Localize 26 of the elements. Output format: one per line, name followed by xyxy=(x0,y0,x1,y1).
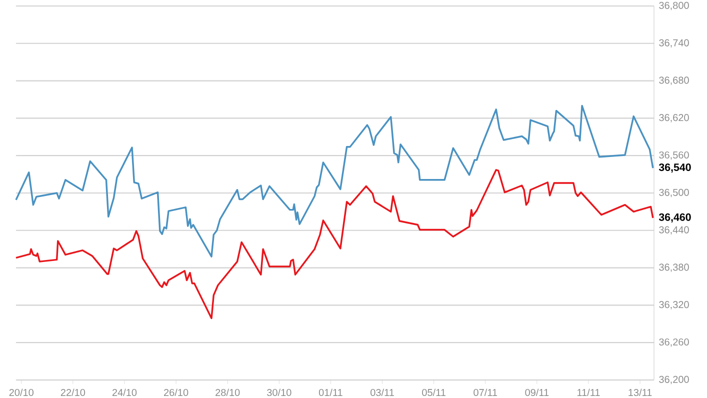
x-tick-label: 05/11 xyxy=(422,388,446,396)
x-tick-label: 03/11 xyxy=(370,388,394,396)
x-tick-label: 28/10 xyxy=(216,388,240,396)
y-tick-label: 36,740 xyxy=(659,39,689,48)
y-tick-label: 36,620 xyxy=(659,114,689,122)
x-tick-label: 11/11 xyxy=(577,388,600,396)
y-tick-label: 36,320 xyxy=(659,301,689,310)
y-tick-label: 36,380 xyxy=(659,264,689,272)
y-tick-label: 36,500 xyxy=(659,188,689,198)
x-tick-label: 26/10 xyxy=(164,388,188,396)
x-tick-label: 07/11 xyxy=(474,388,498,396)
y-tick-label: 36,560 xyxy=(659,151,689,160)
x-tick-label: 30/10 xyxy=(267,388,292,396)
x-tick-label: 22/10 xyxy=(60,388,86,396)
x-tick-label: 09/11 xyxy=(525,388,549,396)
x-tick-label: 01/11 xyxy=(318,388,342,396)
annotation: 36,460 xyxy=(658,213,691,222)
x-tick-label: 24/10 xyxy=(112,388,137,396)
x-tick-label: 13/11 xyxy=(628,388,652,396)
annotation: 36,540 xyxy=(658,164,691,173)
y-tick-label: 36,800 xyxy=(659,2,689,10)
x-tick-label: 20/10 xyxy=(9,388,34,396)
y-tick-label: 36,260 xyxy=(659,338,689,347)
y-tick-label: 36,440 xyxy=(659,226,689,235)
y-tick-label: 36,200 xyxy=(659,376,689,384)
y-tick-label: 36,680 xyxy=(659,76,689,85)
